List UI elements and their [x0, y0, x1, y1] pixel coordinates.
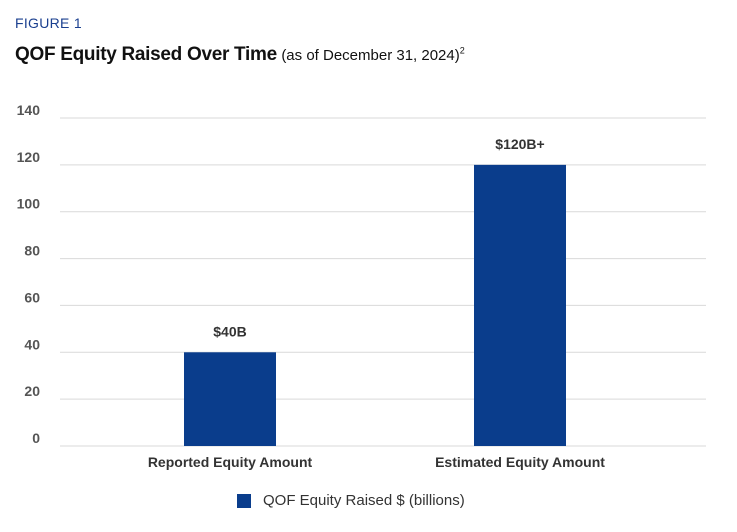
chart-title-row: QOF Equity Raised Over Time (as of Decem…: [15, 44, 465, 66]
y-tick-label: 20: [24, 383, 40, 399]
y-tick-label: 100: [17, 196, 41, 212]
y-tick-label: 80: [24, 243, 40, 259]
chart-legend: QOF Equity Raised $ (billions): [237, 492, 465, 509]
bar: [184, 352, 276, 446]
x-category-label: Reported Equity Amount: [148, 454, 313, 470]
y-tick-label: 140: [17, 102, 41, 118]
chart-title: QOF Equity Raised Over Time: [15, 44, 277, 65]
y-tick-label: 40: [24, 336, 40, 352]
legend-swatch: [237, 493, 251, 508]
y-tick-label: 120: [17, 149, 41, 165]
bar-chart: 0 20 40 60 80 100 120 140 $40B Reported Equity Am…: [17, 102, 706, 470]
y-tick-label: 60: [24, 289, 40, 305]
data-label: $40B: [213, 323, 246, 339]
y-tick-label: 0: [32, 430, 40, 446]
footnote-marker: 2: [459, 45, 465, 56]
data-label: $120B+: [495, 136, 544, 152]
bar: [474, 164, 566, 446]
x-category-label: Estimated Equity Amount: [435, 454, 605, 470]
figure-label: FIGURE 1: [15, 15, 82, 31]
chart-subtitle: (as of December 31, 2024): [281, 47, 460, 64]
legend-label: QOF Equity Raised $ (billions): [263, 492, 465, 509]
